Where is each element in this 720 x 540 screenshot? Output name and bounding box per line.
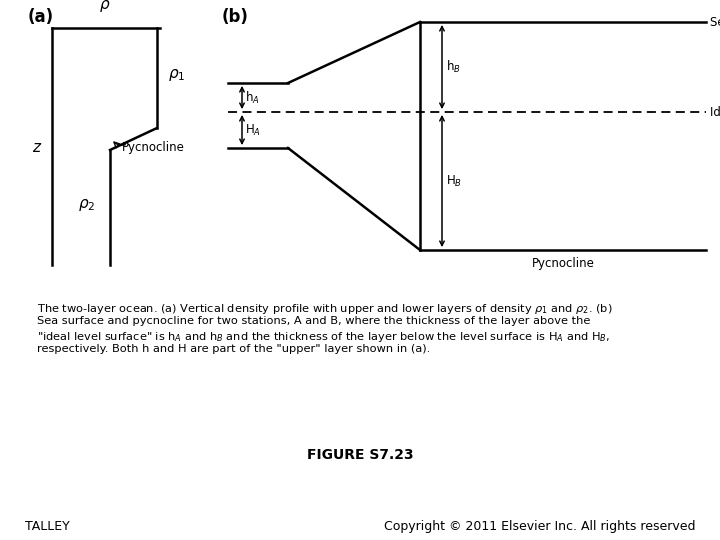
Text: $\rho_1$: $\rho_1$	[168, 67, 185, 83]
Text: $\rho$: $\rho$	[99, 0, 111, 14]
Text: H$_B$: H$_B$	[446, 173, 462, 188]
Text: $\rho_2$: $\rho_2$	[78, 197, 95, 213]
Text: Ideal level surface: Ideal level surface	[710, 105, 720, 118]
Text: (b): (b)	[222, 8, 249, 26]
Text: Sea surface and pycnocline for two stations, A and B, where the thickness of the: Sea surface and pycnocline for two stati…	[37, 316, 590, 326]
Text: h$_B$: h$_B$	[446, 59, 461, 75]
Text: z: z	[32, 140, 40, 156]
Text: H$_A$: H$_A$	[245, 123, 261, 138]
Text: (a): (a)	[28, 8, 54, 26]
Text: FIGURE S7.23: FIGURE S7.23	[307, 448, 413, 462]
Text: respectively. Both h and H are part of the "upper" layer shown in (a).: respectively. Both h and H are part of t…	[37, 344, 431, 354]
Text: The two-layer ocean. (a) Vertical density profile with upper and lower layers of: The two-layer ocean. (a) Vertical densit…	[37, 302, 613, 316]
Text: h$_A$: h$_A$	[245, 90, 260, 105]
Text: TALLEY: TALLEY	[25, 520, 70, 533]
Text: "ideal level surface" is h$_A$ and h$_B$ and the thickness of the layer below th: "ideal level surface" is h$_A$ and h$_B$…	[37, 330, 610, 344]
Text: Sea surface: Sea surface	[710, 16, 720, 29]
Text: Pycnocline: Pycnocline	[531, 258, 595, 271]
Text: Copyright © 2011 Elsevier Inc. All rights reserved: Copyright © 2011 Elsevier Inc. All right…	[384, 520, 695, 533]
Text: Pycnocline: Pycnocline	[122, 141, 185, 154]
